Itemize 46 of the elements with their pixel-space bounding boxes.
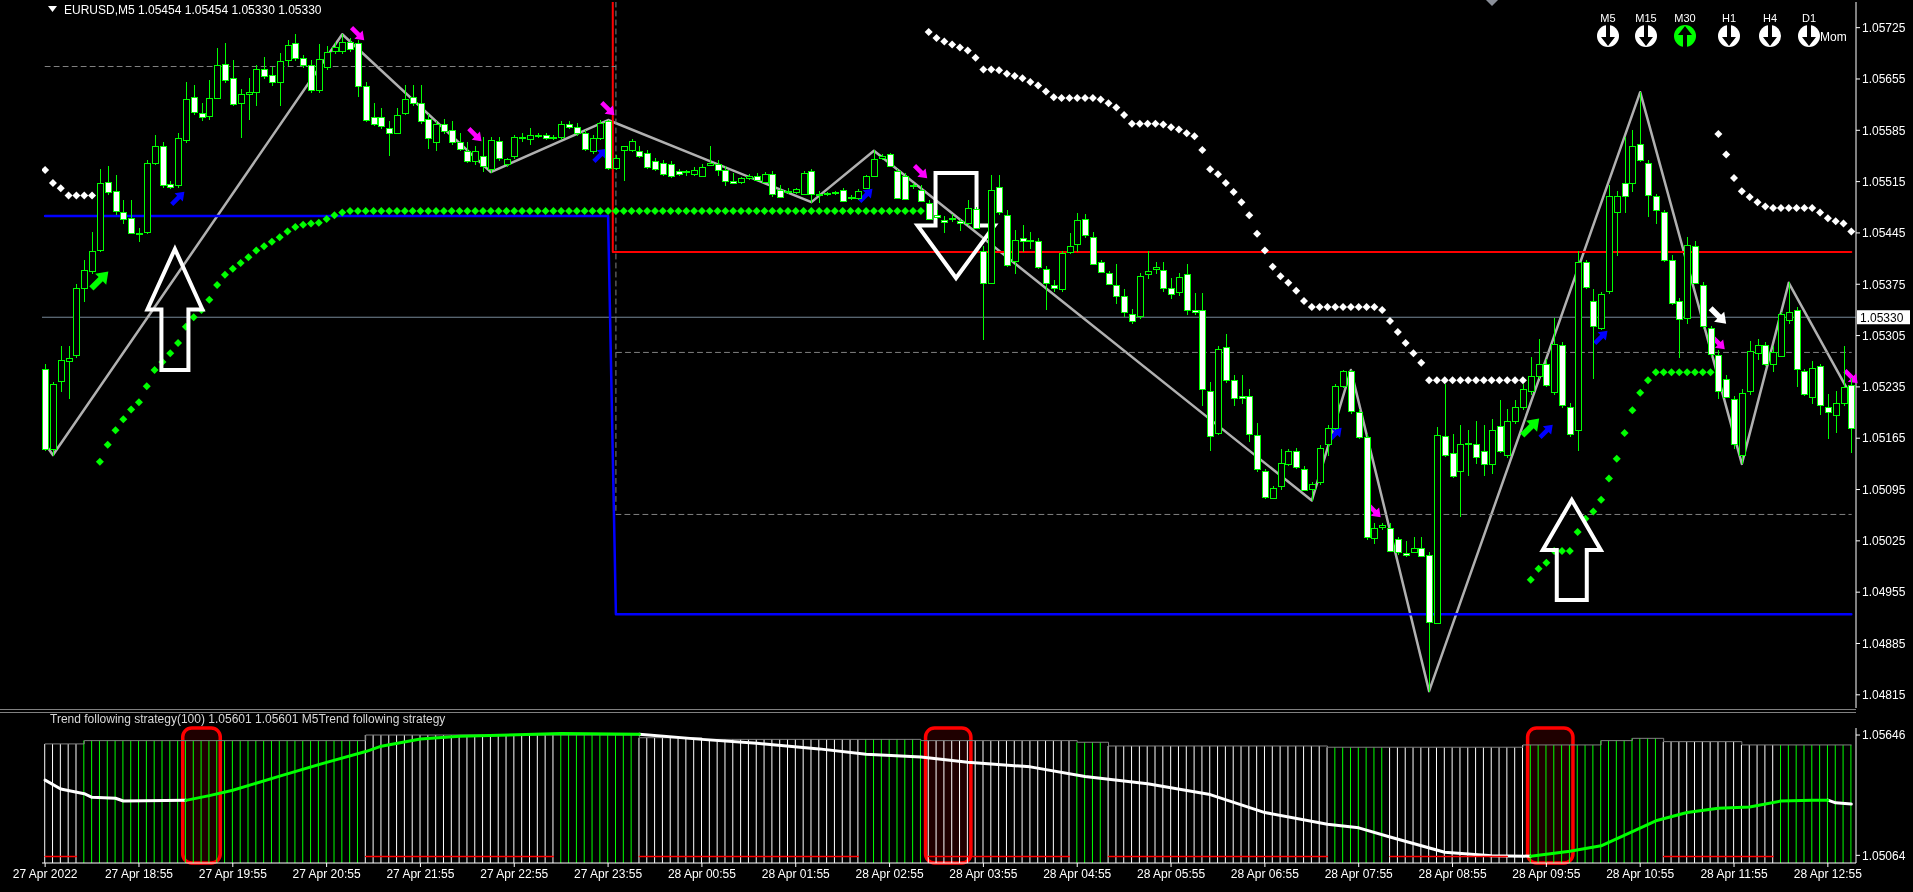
y-tick-label: 1.04815 — [1862, 688, 1906, 703]
y-tick-label: 1.05646 — [1862, 728, 1906, 743]
y-tick-label: 1.05165 — [1862, 431, 1906, 446]
x-tick-label: 27 Apr 2022 — [12, 866, 78, 881]
x-tick-label: 28 Apr 00:55 — [667, 866, 737, 881]
y-tick-label: 1.05585 — [1862, 123, 1906, 138]
x-tick-label: 28 Apr 05:55 — [1137, 866, 1206, 881]
y-tick-label: 1.05725 — [1862, 20, 1906, 35]
x-tick-label: 27 Apr 18:55 — [104, 866, 174, 881]
x-tick-label: 27 Apr 23:55 — [574, 866, 643, 881]
x-tick-label: 27 Apr 22:55 — [480, 866, 549, 881]
x-tick-label: 28 Apr 12:55 — [1793, 866, 1863, 881]
x-tick-label: 28 Apr 11:55 — [1700, 866, 1768, 881]
x-tick-label: 28 Apr 03:55 — [949, 866, 1018, 881]
y-tick-label: 1.04955 — [1862, 585, 1906, 600]
x-tick-label: 28 Apr 10:55 — [1606, 866, 1675, 881]
y-tick-label: 1.05375 — [1862, 277, 1906, 292]
x-tick-label: 28 Apr 02:55 — [855, 866, 924, 881]
annotation: D1 — [1801, 12, 1817, 24]
annotation: H1 — [1721, 12, 1737, 24]
x-tick-label: 28 Apr 08:55 — [1418, 866, 1487, 881]
annotation: Mom — [1820, 30, 1847, 44]
x-tick-label: 28 Apr 06:55 — [1230, 866, 1300, 881]
x-tick-label: 28 Apr 01:55 — [761, 866, 831, 881]
x-tick-label: 27 Apr 21:55 — [386, 866, 455, 881]
x-tick-label: 27 Apr 20:55 — [292, 866, 361, 881]
annotation: M15 — [1635, 12, 1657, 24]
y-tick-label: 1.05064 — [1862, 848, 1906, 863]
y-tick-label: 1.05235 — [1862, 380, 1906, 395]
y-tick-label: 1.05445 — [1862, 226, 1906, 241]
y-tick-label: 1.05095 — [1862, 482, 1906, 497]
y-tick-label: 1.05515 — [1862, 174, 1906, 189]
x-tick-label: 27 Apr 19:55 — [198, 866, 268, 881]
annotation: M5 — [1600, 12, 1616, 24]
ref-line-label: 1.05330 — [1860, 310, 1904, 325]
chart-title: Trend following strategy(100) 1.05601 1.05601 M5Trend following strategy — [49, 712, 447, 726]
x-tick-label: 28 Apr 07:55 — [1324, 866, 1394, 881]
chart-title: EURUSD,M5 1.05454 1.05454 1.05330 1.05330 — [63, 3, 323, 17]
y-tick-label: 1.05025 — [1862, 534, 1906, 549]
annotation: H4 — [1762, 12, 1778, 24]
y-tick-label: 1.05305 — [1862, 328, 1906, 343]
y-tick-label: 1.04885 — [1862, 636, 1906, 651]
x-tick-label: 28 Apr 04:55 — [1043, 866, 1112, 881]
x-tick-label: 28 Apr 09:55 — [1512, 866, 1581, 881]
y-tick-label: 1.05655 — [1862, 72, 1906, 87]
annotation: M30 — [1674, 12, 1696, 24]
